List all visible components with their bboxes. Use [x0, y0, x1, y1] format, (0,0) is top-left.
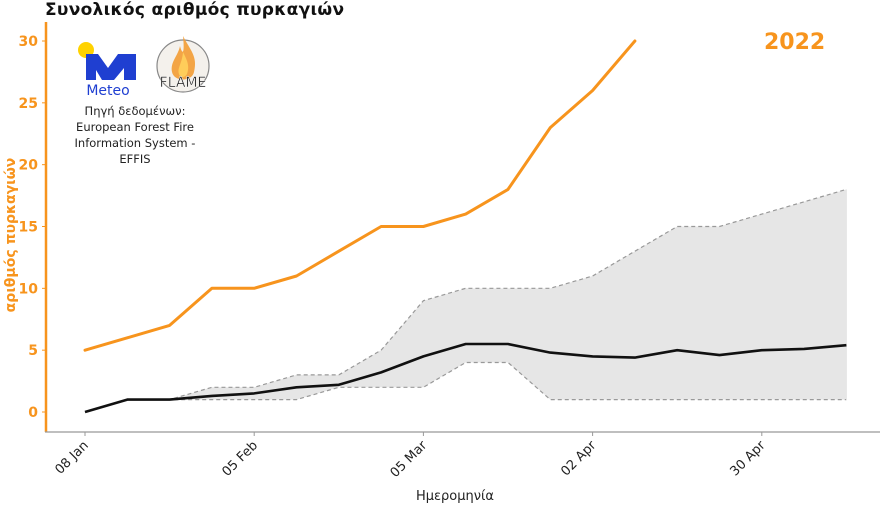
x-tick-label: 30 Apr [727, 438, 769, 480]
x-axis-label: Ημερομηνία [416, 489, 494, 504]
data-source-note: Πηγή δεδομένων: European Forest Fire Inf… [60, 103, 210, 167]
y-tick-label: 30 [19, 34, 39, 50]
flame-logo: FLAME [156, 36, 210, 93]
x-tick-label: 02 Apr [558, 438, 600, 480]
year-label: 2022 [764, 30, 826, 55]
meteo-label: Meteo [86, 83, 129, 98]
source-line-2: European Forest Fire [76, 120, 194, 134]
min-max-range-band [84, 188, 847, 413]
data-lines [83, 39, 847, 414]
mean-line [84, 342, 847, 414]
x-tick-label: 08 Jan [52, 438, 91, 477]
meteo-logo: Meteo [78, 42, 136, 98]
current-year-line [83, 39, 637, 352]
max-dashed-line [84, 188, 847, 413]
source-line-1: Πηγή δεδομένων: [84, 104, 186, 118]
y-axis-label: αριθμός πυρκαγιών [3, 158, 19, 313]
y-tick-label: 10 [19, 281, 39, 297]
flame-label: FLAME [160, 75, 207, 91]
x-tick-label: 05 Feb [220, 438, 262, 480]
y-tick-label: 20 [19, 158, 39, 174]
y-tick-label: 25 [19, 96, 38, 112]
y-tick-label: 5 [28, 343, 38, 359]
min-dashed-line [84, 361, 847, 413]
chart-title: Συνολικός αριθμός πυρκαγιών [45, 0, 345, 20]
source-line-4: EFFIS [119, 152, 151, 166]
range-fill [85, 189, 847, 412]
meteo-m-icon [86, 54, 136, 80]
y-tick-label: 15 [19, 220, 38, 236]
y-tick-label: 0 [28, 405, 38, 421]
flame-inner-icon [178, 52, 189, 77]
source-line-3: Information System - [74, 136, 196, 150]
x-tick-label: 05 Mar [388, 438, 431, 481]
